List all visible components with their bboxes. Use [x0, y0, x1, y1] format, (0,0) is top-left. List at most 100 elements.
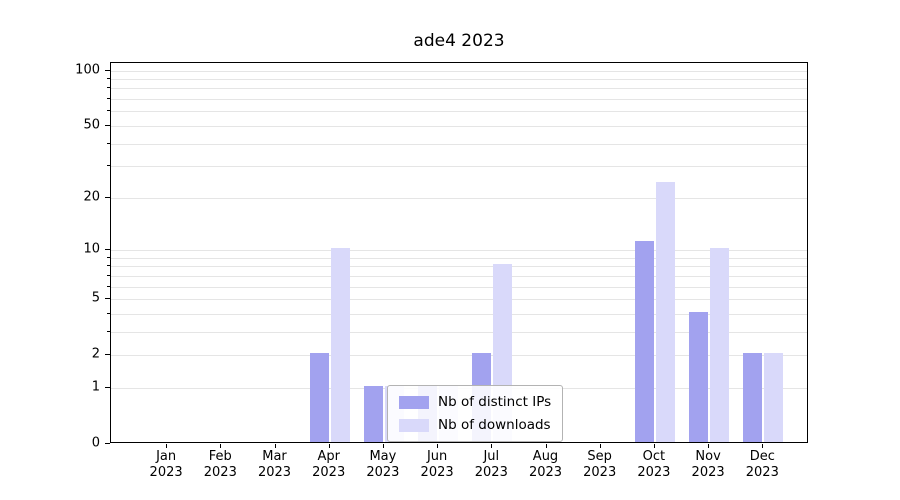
y-minor-tick-mark — [107, 312, 110, 314]
x-tick-label-line: Apr — [317, 449, 340, 464]
x-tick-label-line: Mar — [262, 449, 287, 464]
y-tick-mark — [105, 354, 110, 356]
x-tick-label-line: 2023 — [583, 465, 617, 481]
legend-label-distinct-ips: Nb of distinct IPs — [438, 394, 552, 410]
gridline — [111, 166, 807, 168]
gridline — [111, 143, 807, 145]
y-tick-mark — [105, 443, 110, 444]
y-tick-mark — [105, 386, 110, 388]
x-tick-label-line: 2023 — [312, 465, 346, 481]
x-tick-mark — [437, 444, 439, 448]
bar-distinct-ips — [743, 353, 763, 442]
x-tick-mark — [274, 444, 276, 448]
gridline — [111, 299, 807, 301]
x-tick-label-line: 2023 — [474, 465, 508, 481]
y-tick-mark — [105, 124, 110, 126]
x-tick-label-line: 2023 — [637, 465, 671, 481]
chart-title: ade4 2023 — [413, 31, 505, 51]
y-tick-label: 0 — [91, 435, 100, 451]
x-tick-mark — [708, 444, 710, 448]
gridline — [111, 275, 807, 277]
x-tick-label: Jun 2023 — [405, 449, 469, 482]
x-tick-label-line: Oct — [642, 449, 666, 464]
gridline — [111, 266, 807, 268]
y-tick-label: 20 — [83, 189, 100, 205]
x-tick-label-line: 2023 — [528, 465, 563, 481]
plot-area: Nb of distinct IPs Nb of downloads — [110, 62, 808, 443]
x-tick-label: Mar 2023 — [243, 449, 307, 482]
x-tick-label-line: 2023 — [420, 465, 454, 481]
x-tick-label-line: Feb — [208, 449, 232, 464]
y-tick-mark — [105, 69, 110, 71]
x-tick-label-line: Jul — [483, 449, 500, 464]
x-tick-mark — [545, 444, 547, 448]
x-tick-label-line: 2023 — [149, 465, 183, 481]
legend-swatch-distinct-ips — [399, 395, 429, 409]
y-minor-tick-mark — [107, 274, 110, 276]
x-tick-label: Sep 2023 — [568, 449, 632, 482]
x-tick-mark — [762, 444, 764, 448]
x-tick-label-line: Jun — [426, 449, 448, 464]
legend-item: Nb of distinct IPs — [399, 394, 551, 410]
y-tick-label: 50 — [83, 117, 100, 133]
x-tick-mark — [220, 444, 222, 448]
legend-label-downloads: Nb of downloads — [438, 417, 551, 433]
legend-swatch-downloads — [399, 418, 429, 432]
y-minor-tick-mark — [107, 265, 110, 267]
gridline — [111, 286, 807, 288]
y-minor-tick-mark — [107, 98, 110, 100]
bar-downloads — [710, 248, 730, 442]
y-tick-label: 1 — [91, 379, 100, 395]
gridline — [111, 355, 807, 357]
gridline — [111, 111, 807, 113]
y-tick-label: 10 — [83, 241, 100, 257]
bar-distinct-ips — [689, 311, 709, 442]
y-minor-tick-mark — [107, 142, 110, 144]
y-minor-tick-mark — [107, 330, 110, 332]
y-minor-tick-mark — [107, 110, 110, 112]
x-tick-mark — [166, 444, 168, 448]
x-tick-label-line: 2023 — [366, 465, 400, 481]
x-tick-label-line: Jan — [156, 449, 177, 464]
legend: Nb of distinct IPs Nb of downloads — [387, 385, 564, 442]
x-tick-label: Aug 2023 — [514, 449, 578, 482]
x-tick-label: May 2023 — [351, 449, 415, 482]
x-tick-label-line: Sep — [587, 449, 612, 464]
y-tick-label: 100 — [75, 62, 100, 78]
x-tick-label-line: 2023 — [257, 465, 292, 481]
legend-item: Nb of downloads — [399, 417, 551, 433]
x-tick-mark — [382, 444, 384, 448]
gridline — [111, 313, 807, 315]
y-minor-tick-mark — [107, 165, 110, 167]
x-tick-label-line: Nov — [695, 449, 721, 464]
gridline — [111, 70, 807, 72]
x-tick-label-line: May — [369, 449, 397, 464]
gridline — [111, 125, 807, 127]
x-tick-mark — [599, 444, 601, 448]
gridline — [111, 257, 807, 259]
bar-downloads — [330, 248, 350, 442]
gridline — [111, 197, 807, 199]
gridline — [111, 250, 807, 251]
x-tick-label-line: 2023 — [203, 465, 237, 481]
x-tick-label-line: 2023 — [691, 465, 725, 481]
x-tick-label-line: Aug — [532, 449, 559, 464]
gridline — [111, 331, 807, 333]
x-tick-label: Jul 2023 — [459, 449, 523, 482]
y-tick-mark — [105, 249, 110, 250]
x-tick-label: Dec 2023 — [730, 449, 794, 482]
x-tick-label: Feb 2023 — [188, 449, 252, 482]
bar-downloads — [655, 181, 675, 442]
bar-distinct-ips — [309, 353, 329, 442]
gridline — [111, 88, 807, 90]
y-tick-mark — [105, 298, 110, 300]
x-tick-label-line: 2023 — [745, 465, 779, 481]
y-minor-tick-mark — [107, 285, 110, 287]
x-tick-label: Apr 2023 — [297, 449, 361, 482]
x-tick-label: Oct 2023 — [622, 449, 686, 482]
y-minor-tick-mark — [107, 87, 110, 89]
bar-downloads — [764, 353, 784, 442]
x-tick-label: Nov 2023 — [676, 449, 740, 482]
y-tick-label: 5 — [91, 290, 100, 306]
